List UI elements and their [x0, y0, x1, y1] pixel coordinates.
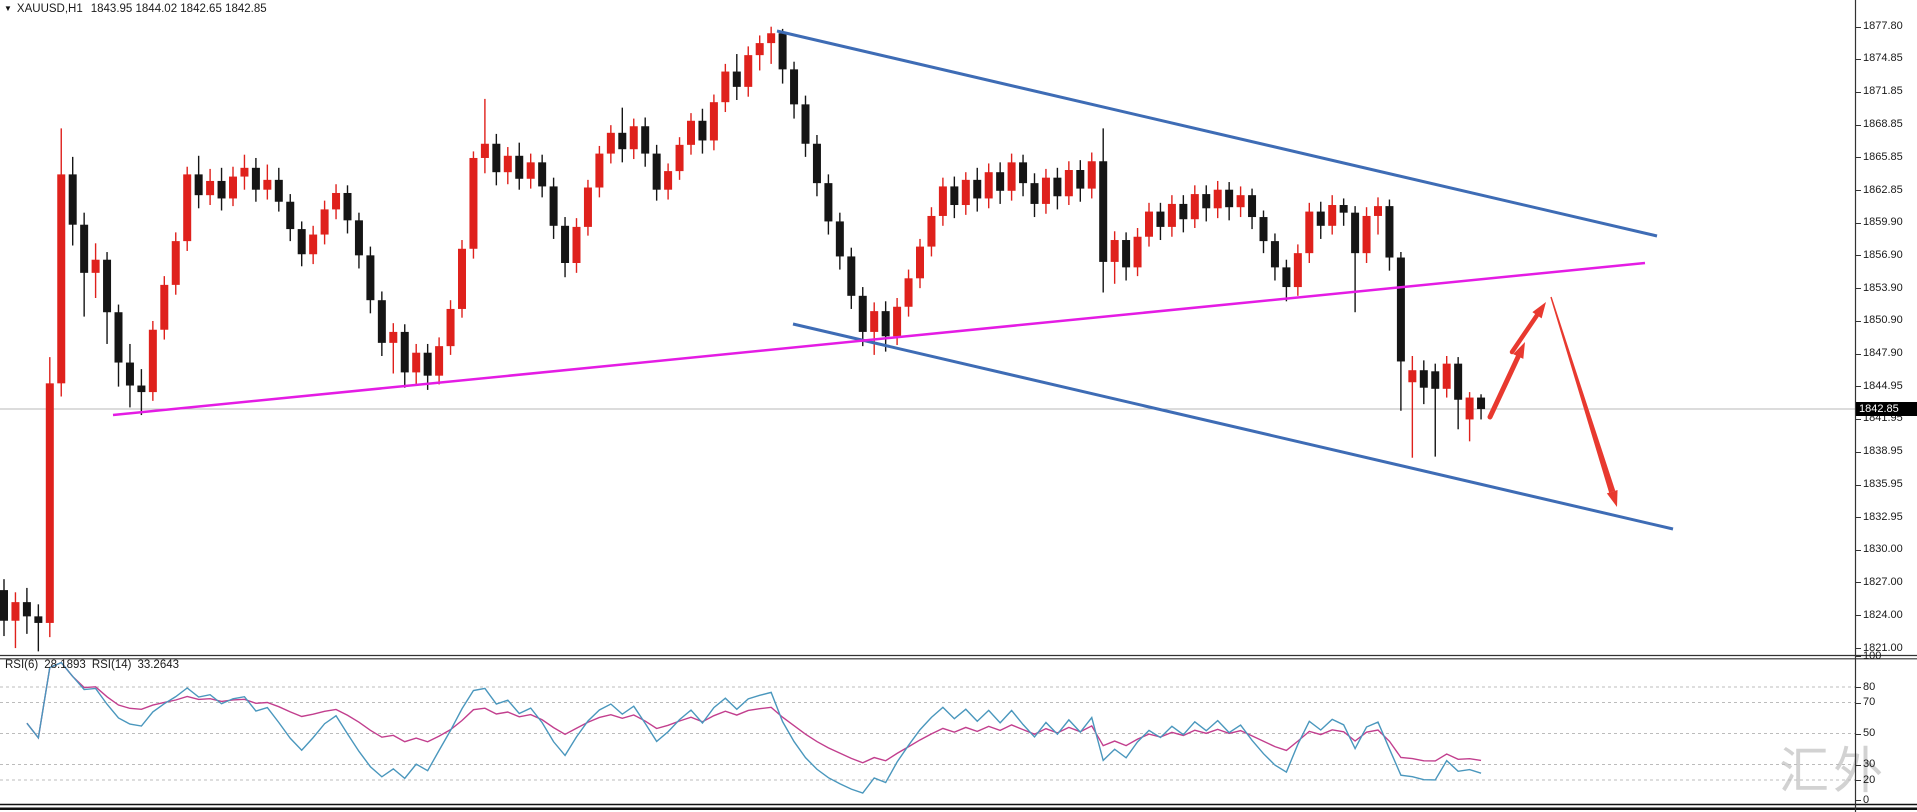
tick-mark — [1856, 656, 1861, 657]
rsi6-label: RSI(6) — [5, 659, 39, 671]
tick-mark — [1856, 702, 1861, 704]
price-tick-1835.95: 1835.95 — [1863, 478, 1903, 491]
current-price-label: 1842.85 — [1856, 402, 1917, 416]
forecast-up-arrow-1[interactable] — [1487, 342, 1525, 420]
chart-title: ▼ XAUUSD,H1 1843.95 1844.02 1842.65 1842.8… — [4, 3, 267, 15]
tick-mark — [1856, 255, 1861, 257]
rsi-tick-20: 20 — [1863, 773, 1876, 786]
rsi6-line — [26, 661, 1482, 794]
price-tick-1850.90: 1850.90 — [1863, 314, 1903, 327]
rsi-tick-80: 80 — [1863, 680, 1876, 693]
ohlc-readout: 1843.95 1844.02 1842.65 1842.85 — [90, 3, 267, 15]
rsi-tick-50: 50 — [1863, 727, 1876, 739]
tick-mark — [1856, 451, 1861, 453]
candles-layer — [0, 26, 1486, 652]
price-tick-1865.85: 1865.85 — [1863, 150, 1903, 163]
rsi-tick-30: 30 — [1863, 758, 1876, 770]
tick-mark — [1856, 58, 1861, 60]
lower-descending-trendline[interactable] — [792, 322, 1674, 531]
tick-mark — [1856, 418, 1861, 420]
tick-mark — [1856, 800, 1861, 801]
price-tick-1871.85: 1871.85 — [1863, 85, 1903, 98]
rsi-indicator-caption: RSI(6) 28.1893 RSI(14) 33.2643 — [5, 659, 185, 671]
rsi14-line — [26, 661, 1482, 764]
tick-mark — [1856, 320, 1861, 322]
price-tick-1844.95: 1844.95 — [1863, 379, 1903, 392]
upper-descending-trendline[interactable] — [776, 29, 1658, 238]
tick-mark — [1856, 582, 1861, 584]
forecast-down-arrow[interactable] — [1550, 296, 1618, 507]
tick-mark — [1856, 687, 1861, 688]
tick-mark — [1856, 26, 1861, 28]
price-tick-1832.95: 1832.95 — [1863, 510, 1903, 523]
forecast-up-arrow-2[interactable] — [1509, 302, 1546, 355]
tick-mark — [1856, 615, 1861, 617]
price-tick-1862.85: 1862.85 — [1863, 183, 1903, 196]
tick-mark — [1856, 517, 1861, 519]
tick-mark — [1856, 190, 1861, 192]
tick-mark — [1856, 288, 1861, 290]
price-tick-1830.00: 1830.00 — [1863, 543, 1903, 556]
tick-mark — [1856, 157, 1861, 159]
price-tick-1824.00: 1824.00 — [1863, 608, 1903, 621]
price-tick-1856.90: 1856.90 — [1863, 248, 1903, 261]
tick-mark — [1856, 222, 1861, 224]
price-tick-1877.80: 1877.80 — [1863, 20, 1903, 33]
tick-mark — [1856, 764, 1861, 766]
symbol-dropdown-icon[interactable]: ▼ — [4, 4, 12, 13]
rsi14-label: RSI(14) — [91, 659, 132, 671]
price-tick-1847.90: 1847.90 — [1863, 347, 1903, 360]
rsi-tick-100: 100 — [1863, 649, 1882, 662]
tick-mark — [1856, 648, 1861, 650]
tick-mark — [1856, 549, 1861, 551]
price-tick-1859.90: 1859.90 — [1863, 216, 1903, 229]
tick-mark — [1856, 124, 1861, 126]
rsi6-value: 28.1893 — [44, 659, 86, 671]
price-tick-1821.00: 1821.00 — [1863, 641, 1903, 654]
rsi-tick-70: 70 — [1863, 696, 1876, 708]
price-tick-1838.95: 1838.95 — [1863, 445, 1903, 458]
rsi14-value: 33.2643 — [137, 659, 180, 671]
rsi-tick-0: 0 — [1863, 793, 1870, 806]
tick-mark — [1856, 353, 1861, 355]
tick-mark — [1856, 386, 1861, 388]
symbol-timeframe: XAUUSD,H1 — [16, 3, 83, 15]
tick-mark — [1856, 733, 1861, 735]
tick-mark — [1856, 780, 1861, 781]
price-tick-1853.90: 1853.90 — [1863, 281, 1903, 294]
tick-mark — [1856, 91, 1861, 93]
price-tick-1874.85: 1874.85 — [1863, 52, 1903, 65]
site-watermark: 汇外网 — [1779, 742, 1887, 800]
rising-magenta-trendline[interactable] — [112, 261, 1646, 417]
price-tick-1827.00: 1827.00 — [1863, 575, 1903, 588]
tick-mark — [1856, 484, 1861, 486]
price-tick-1868.85: 1868.85 — [1863, 118, 1903, 131]
